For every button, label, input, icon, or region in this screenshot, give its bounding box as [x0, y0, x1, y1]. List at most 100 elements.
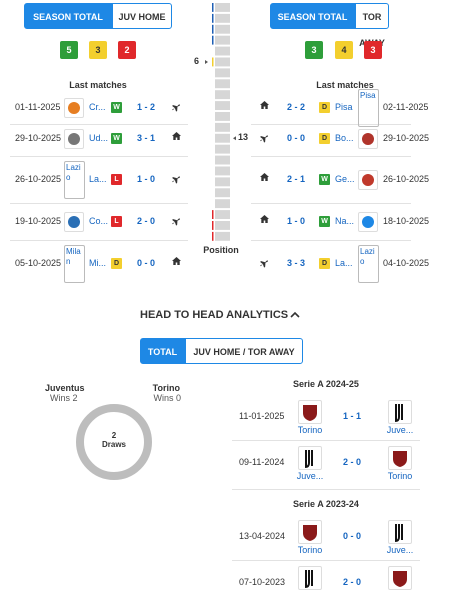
team-name: Co... [89, 216, 109, 226]
result: W [319, 216, 330, 227]
team-logo-badge [68, 133, 80, 145]
draws-donut [76, 404, 152, 480]
team1: Juventus [45, 383, 85, 393]
away-icon [172, 104, 180, 112]
team-name: Ud... [89, 133, 109, 143]
team-logo [64, 212, 84, 232]
team-logo [358, 170, 378, 190]
team-logo-alt: Pisa [358, 89, 379, 127]
juv-marker [205, 59, 208, 64]
position-segment [215, 144, 230, 154]
home-icon [172, 257, 181, 265]
position-segment [215, 112, 230, 121]
chevron-up[interactable] [290, 311, 300, 319]
position-segment [215, 122, 230, 132]
row-separator [10, 156, 188, 157]
match-date: 26-10-2025 [15, 174, 62, 184]
position-segment [215, 210, 230, 219]
home-team: Juve... [296, 471, 324, 481]
form-count: 4 [335, 41, 353, 59]
result: D [319, 133, 330, 144]
result: W [319, 174, 330, 185]
row-separator [232, 560, 420, 561]
position-stripe [212, 3, 214, 12]
team2: Torino [152, 383, 180, 393]
result: W [111, 133, 122, 144]
season-name: Serie A 2023-24 [293, 499, 359, 509]
position-segment [215, 221, 230, 230]
row-separator [251, 124, 411, 125]
section-title: Last matches [69, 80, 127, 90]
h2h-title[interactable]: HEAD TO HEAD ANALYTICS [140, 309, 289, 321]
team-logo [358, 129, 378, 149]
position-segment [215, 155, 230, 165]
h2h-score: 1 - 1 [342, 411, 361, 421]
position-segment [215, 46, 230, 56]
team-logo [358, 212, 378, 232]
position-stripe [212, 231, 214, 241]
match-date: 01-11-2025 [15, 102, 61, 112]
section-title: Last matches [316, 80, 374, 90]
home-icon [260, 215, 269, 223]
score: 1 - 0 [136, 174, 155, 184]
position-stripe [212, 24, 214, 34]
torino-crest [303, 525, 317, 541]
away-team: Juve... [386, 425, 414, 435]
score: 3 - 3 [286, 258, 305, 268]
tab[interactable]: TOTAL [140, 338, 185, 364]
row-separator [251, 156, 411, 157]
tab[interactable]: SEASON TOTAL [270, 3, 355, 29]
tab[interactable]: TOR AWAY [355, 3, 389, 48]
tor-marker [233, 136, 236, 141]
juve-crest [304, 450, 313, 468]
match-date: 19-10-2025 [15, 216, 62, 226]
score: 2 - 0 [136, 216, 155, 226]
h2h-score: 2 - 0 [342, 457, 361, 467]
team-logo-badge [68, 216, 80, 228]
tab[interactable]: JUV HOME / TOR AWAY [185, 338, 303, 364]
match-date: 18-10-2025 [383, 216, 430, 226]
score: 1 - 0 [286, 216, 305, 226]
result: L [111, 216, 122, 227]
match-date: 04-10-2025 [383, 258, 430, 268]
position-segment [215, 90, 230, 100]
match-date: 29-10-2025 [15, 133, 62, 143]
position-stripe [212, 13, 214, 23]
team-logo-badge [362, 133, 374, 145]
home-icon [260, 173, 269, 181]
position-segment [215, 231, 230, 241]
team-logo-alt: Lazio [64, 161, 85, 199]
form-count: 3 [89, 41, 107, 59]
h2h-date: 11-01-2025 [239, 411, 285, 421]
h2h-date: 07-10-2023 [239, 577, 286, 587]
away-icon [172, 176, 180, 184]
row-separator [10, 240, 188, 241]
row-separator [251, 240, 411, 241]
position-segment [215, 3, 230, 12]
position-stripe [212, 221, 214, 230]
tab[interactable]: JUV HOME [112, 3, 172, 29]
team-name: La... [89, 174, 107, 184]
h2h-date: 09-11-2024 [239, 457, 285, 467]
away-team: Juve... [386, 545, 414, 555]
home-team: Torino [297, 545, 323, 555]
position-segment [215, 24, 230, 34]
tab[interactable]: SEASON TOTAL [24, 3, 112, 29]
match-date: 05-10-2025 [15, 258, 62, 268]
h2h-score: 0 - 0 [342, 531, 361, 541]
team-logo-alt: Milan [64, 245, 85, 283]
position-segment [215, 13, 230, 23]
juve-crest [394, 404, 403, 422]
form-count: 3 [364, 41, 382, 59]
club-logo [298, 400, 322, 424]
score: 2 - 2 [286, 102, 305, 112]
club-logo [388, 566, 412, 590]
team2-wins: Wins 0 [153, 393, 181, 403]
home-icon [260, 101, 269, 109]
row-separator [251, 203, 411, 204]
juv-position: 6 [194, 55, 200, 66]
club-logo [298, 446, 322, 470]
result: D [319, 102, 330, 113]
team1-wins: Wins 2 [50, 393, 78, 403]
position-segment [215, 101, 230, 110]
